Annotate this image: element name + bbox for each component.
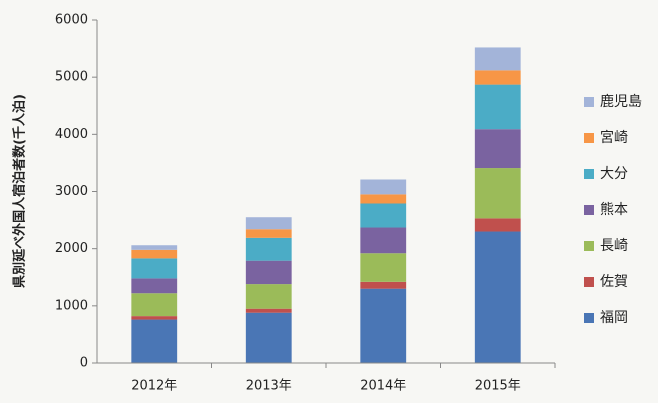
y-tick-label: 1000 <box>55 298 88 313</box>
y-tick-label: 4000 <box>55 127 88 142</box>
bar-segment-鹿児島-2012年 <box>131 245 178 250</box>
x-tick-label: 2012年 <box>131 379 177 394</box>
bar-segment-福岡-2014年 <box>360 288 407 363</box>
legend-label-佐賀: 佐賀 <box>600 274 628 290</box>
y-axis-label: 県別延べ外国人宿泊者数(千人泊) <box>12 94 28 288</box>
bar-segment-福岡-2015年 <box>474 231 521 363</box>
x-tick-label: 2015年 <box>475 379 521 394</box>
bar-segment-鹿児島-2014年 <box>360 179 407 195</box>
legend-swatch-宮崎 <box>584 133 594 143</box>
legend-label-宮崎: 宮崎 <box>600 130 628 146</box>
bar-segment-大分-2014年 <box>360 203 407 228</box>
y-tick-label: 3000 <box>55 184 88 199</box>
y-tick-label: 0 <box>80 356 88 371</box>
legend-label-大分: 大分 <box>600 166 628 182</box>
legend-label-長崎: 長崎 <box>600 238 628 254</box>
bar-segment-長崎-2013年 <box>245 284 292 309</box>
bar-segment-熊本-2012年 <box>131 278 178 294</box>
bar-segment-熊本-2013年 <box>245 260 292 285</box>
y-tick-label: 6000 <box>55 13 88 28</box>
bar-segment-大分-2015年 <box>474 84 521 130</box>
bar-segment-宮崎-2013年 <box>245 229 292 238</box>
legend-swatch-鹿児島 <box>584 97 594 107</box>
bar-segment-熊本-2015年 <box>474 129 521 169</box>
legend-label-福岡: 福岡 <box>600 310 628 326</box>
bar-segment-大分-2012年 <box>131 258 178 279</box>
bar-segment-佐賀-2014年 <box>360 281 407 289</box>
y-tick-label: 2000 <box>55 241 88 256</box>
bar-segment-鹿児島-2015年 <box>474 47 521 71</box>
legend-label-鹿児島: 鹿児島 <box>600 93 642 110</box>
y-axis-ticks: 0 1000 2000 3000 4000 5000 6000 <box>55 13 97 371</box>
x-axis-ticks: 2012年 2013年 2014年 2015年 <box>131 363 556 394</box>
bar-segment-長崎-2015年 <box>474 168 521 219</box>
bar-segment-長崎-2012年 <box>131 293 178 317</box>
bar-segment-長崎-2014年 <box>360 253 407 282</box>
x-tick-label: 2014年 <box>360 379 406 394</box>
legend-swatch-福岡 <box>584 313 594 323</box>
bar-segment-福岡-2012年 <box>131 319 178 363</box>
bar-segment-熊本-2014年 <box>360 227 407 254</box>
bar-segment-佐賀-2015年 <box>474 218 521 232</box>
bar-segment-宮崎-2014年 <box>360 194 407 204</box>
legend-swatch-長崎 <box>584 241 594 251</box>
bar-segment-宮崎-2012年 <box>131 249 178 259</box>
bar-segment-佐賀-2013年 <box>245 308 292 313</box>
legend-swatch-大分 <box>584 169 594 179</box>
bar-segment-宮崎-2015年 <box>474 70 521 85</box>
y-tick-label: 5000 <box>55 70 88 85</box>
bar-segment-鹿児島-2013年 <box>245 217 292 230</box>
bars <box>131 47 521 363</box>
bar-segment-福岡-2013年 <box>245 312 292 363</box>
bar-segment-佐賀-2012年 <box>131 316 178 320</box>
x-tick-label: 2013年 <box>246 379 292 394</box>
legend-label-熊本: 熊本 <box>600 202 628 218</box>
legend-swatch-佐賀 <box>584 277 594 287</box>
legend-swatch-熊本 <box>584 205 594 215</box>
bar-segment-大分-2013年 <box>245 237 292 261</box>
